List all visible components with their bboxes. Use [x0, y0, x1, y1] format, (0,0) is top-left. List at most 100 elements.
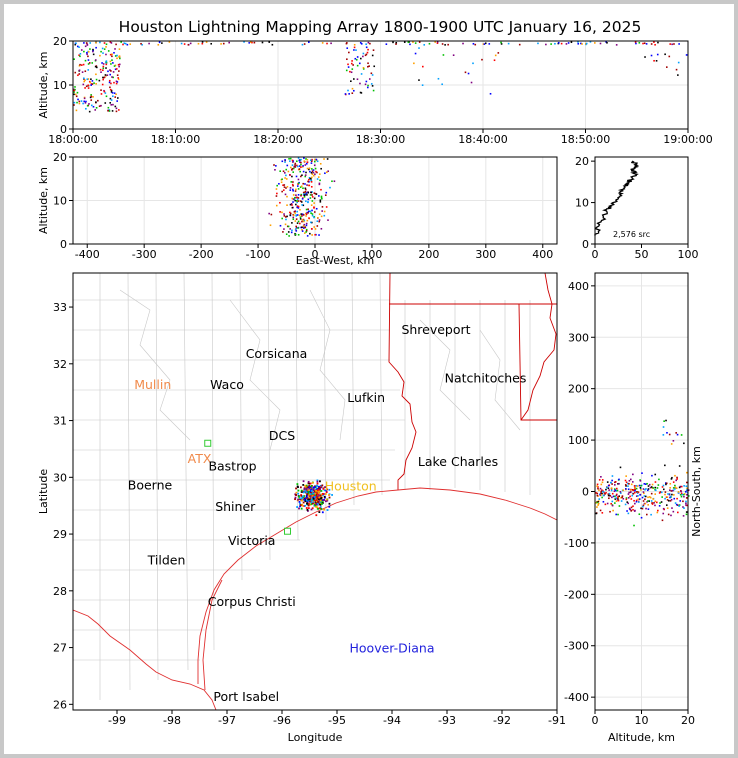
lightning-source	[274, 168, 276, 171]
lightning-source	[632, 508, 634, 511]
lightning-source	[311, 213, 314, 215]
lightning-source	[643, 483, 646, 485]
lightning-source	[109, 73, 112, 76]
lightning-source	[289, 187, 292, 189]
lightning-source	[89, 96, 92, 99]
lightning-source	[312, 171, 315, 174]
lightning-source	[307, 507, 310, 510]
lightning-source	[306, 235, 309, 237]
lightning-source	[308, 168, 310, 171]
east-west-panel: -400 -300 -200 -100 0 100 200 300 400 0 10 20 East-W…	[37, 151, 558, 267]
lightning-source	[319, 503, 322, 506]
lightning-source	[276, 184, 278, 187]
lightning-source	[608, 492, 611, 495]
lightning-source	[617, 499, 620, 502]
lightning-source	[686, 488, 688, 491]
lightning-source	[291, 159, 294, 162]
lightning-source	[87, 78, 90, 80]
lightning-source	[290, 231, 293, 234]
lightning-source	[312, 501, 315, 503]
lightning-source	[324, 493, 327, 495]
y-axis-label: Latitude	[37, 469, 50, 515]
lightning-source	[608, 489, 610, 491]
lightning-source	[300, 226, 303, 229]
lightning-source	[662, 434, 665, 436]
lightning-source	[346, 47, 349, 49]
lightning-source	[286, 164, 289, 167]
lightning-source	[367, 84, 369, 87]
lightning-source	[310, 181, 313, 183]
lightning-source	[303, 196, 306, 198]
lightning-source	[110, 99, 113, 101]
lightning-source	[307, 201, 309, 203]
lightning-source	[80, 49, 83, 51]
lightning-source	[297, 227, 299, 229]
lightning-source	[312, 498, 315, 501]
lightning-source	[646, 489, 649, 492]
lightning-source	[305, 200, 307, 203]
lightning-source	[641, 507, 644, 510]
lightning-source	[311, 499, 314, 501]
lightning-source	[585, 42, 587, 45]
lightning-source	[653, 41, 655, 43]
lightning-source	[321, 206, 324, 208]
lightning-source	[95, 46, 97, 49]
lightning-source	[360, 73, 363, 75]
lightning-source	[102, 63, 105, 65]
x-tick-label: 100	[361, 248, 382, 261]
lightning-source	[595, 502, 597, 504]
lightning-source	[109, 53, 112, 56]
lightning-source	[295, 203, 297, 206]
lightning-source	[657, 41, 659, 44]
lightning-source	[320, 195, 323, 198]
lightning-source	[299, 486, 302, 489]
lightning-source	[296, 200, 298, 202]
lightning-source	[436, 41, 439, 43]
lightning-source	[311, 196, 314, 198]
lightning-source	[608, 497, 610, 500]
lightning-source	[292, 167, 295, 170]
station-marker	[204, 439, 212, 447]
lightning-source	[313, 504, 316, 507]
lightning-source	[95, 73, 97, 76]
lightning-source	[663, 420, 665, 422]
lightning-source	[685, 491, 687, 493]
x-tick-label: -98	[163, 714, 181, 727]
city-label: Lufkin	[347, 390, 385, 405]
city-label: Boerne	[128, 477, 173, 492]
lightning-source	[614, 502, 616, 504]
lightning-source	[189, 42, 192, 45]
lightning-source	[289, 212, 292, 215]
lightning-source	[281, 178, 283, 181]
altitude-north-south-panel: -400 -300 -200 -100 0 100 200 300 400 0 10 20 Altitu…	[564, 272, 703, 744]
lightning-source	[129, 43, 132, 45]
lightning-source	[102, 67, 105, 70]
lightning-source	[304, 484, 307, 487]
lightning-source	[112, 71, 115, 73]
lightning-source	[596, 492, 599, 495]
lightning-source	[659, 502, 661, 504]
lightning-source	[283, 215, 286, 217]
lightning-source	[292, 184, 294, 187]
lightning-source	[305, 208, 308, 211]
lightning-source	[321, 492, 324, 495]
y-tick-label: 30	[53, 471, 67, 484]
lightning-source	[370, 83, 373, 85]
lightning-source	[629, 508, 632, 511]
lightning-source	[678, 43, 680, 45]
lightning-source	[90, 83, 93, 85]
lightning-source	[309, 492, 312, 494]
lightning-source	[633, 510, 636, 512]
lightning-source	[118, 55, 120, 58]
lightning-source	[76, 101, 78, 104]
lightning-source	[418, 47, 420, 49]
lightning-source	[305, 224, 308, 227]
lightning-source	[275, 195, 278, 197]
lightning-source	[668, 433, 671, 436]
lightning-source	[676, 478, 678, 480]
lightning-source	[606, 481, 609, 483]
lightning-source	[187, 43, 190, 46]
lightning-source	[347, 66, 350, 68]
lightning-source	[305, 486, 308, 489]
lightning-source	[627, 497, 630, 499]
